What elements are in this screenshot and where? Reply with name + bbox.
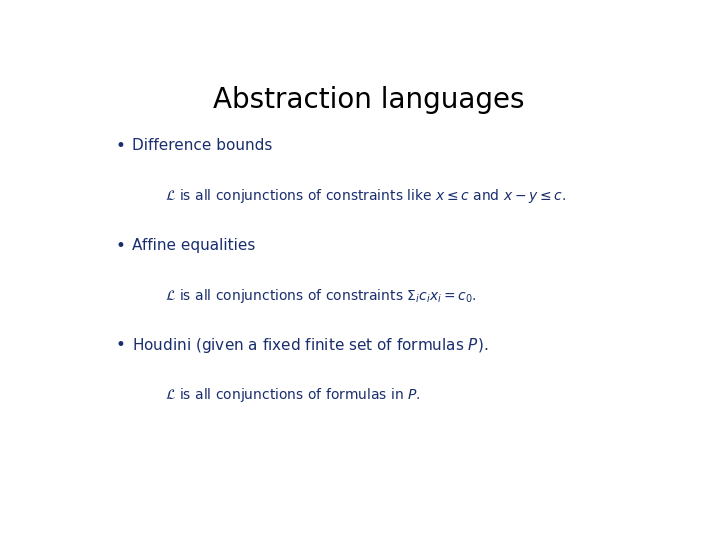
Text: •: •: [116, 237, 125, 255]
Text: $\mathcal{L}$ is all conjunctions of formulas in $P$.: $\mathcal{L}$ is all conjunctions of for…: [166, 386, 421, 404]
Text: Houdini (given a fixed finite set of formulas $P$).: Houdini (given a fixed finite set of for…: [132, 336, 488, 355]
Text: Abstraction languages: Abstraction languages: [213, 85, 525, 113]
Text: •: •: [116, 336, 125, 354]
Text: $\mathcal{L}$ is all conjunctions of constraints like $x \leq c$ and $x - y \leq: $\mathcal{L}$ is all conjunctions of con…: [166, 187, 567, 205]
Text: $\mathcal{L}$ is all conjunctions of constraints $\Sigma_i c_i x_i = c_0$.: $\mathcal{L}$ is all conjunctions of con…: [166, 287, 477, 305]
Text: •: •: [116, 137, 125, 155]
Text: Affine equalities: Affine equalities: [132, 238, 255, 253]
Text: Difference bounds: Difference bounds: [132, 138, 272, 153]
